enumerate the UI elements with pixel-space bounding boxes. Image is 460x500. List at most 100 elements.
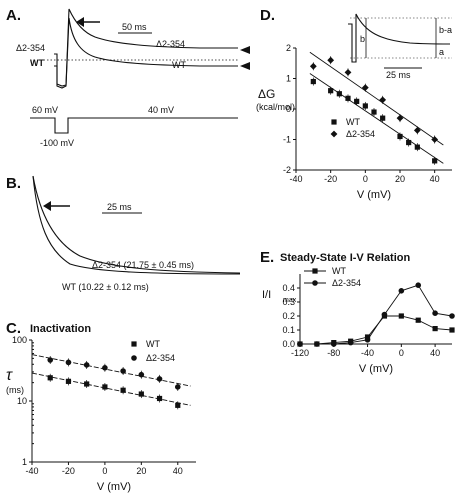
panel-d-xtick-label: -20 <box>324 174 337 184</box>
panel-c-xlabel: V (mV) <box>97 481 131 493</box>
panel-e-legend-label: Δ2-354 <box>332 278 361 288</box>
panel-d-point <box>327 56 335 64</box>
panel-b-scale-bar-label: 25 ms <box>107 202 132 212</box>
panel-e-ytick-label: 0.1 <box>282 325 295 335</box>
panel-e-point <box>314 341 320 347</box>
panel-c-title: Inactivation <box>30 323 91 335</box>
panel-d-xtick-label: 0 <box>363 174 368 184</box>
panel-c-xtick-label: -40 <box>25 466 38 476</box>
panel-e-point <box>297 341 303 347</box>
panel-d-legend-marker <box>331 119 337 125</box>
panel-d-ytick-label: -2 <box>283 165 291 175</box>
panel-d-point <box>371 109 377 115</box>
panel-d-legend-marker <box>330 130 338 138</box>
panel-e-point <box>432 310 438 317</box>
panel-c-legend-label: Δ2-354 <box>146 353 175 363</box>
panel-b-trace-wt <box>32 175 241 275</box>
panel-c-legend-marker <box>131 341 137 347</box>
panel-a-label-mut-right: Δ2-354 <box>156 39 185 49</box>
panel-d-fit-line <box>309 73 444 164</box>
panel-e-point <box>449 313 455 319</box>
panel-e-series-line <box>300 284 453 345</box>
panel-e-point <box>381 311 388 318</box>
panel-d-point <box>345 95 351 101</box>
panel-e-ylabel-sub: max <box>283 297 297 304</box>
panel-b-wt-label: WT (10.22 ± 0.12 ms) <box>62 282 149 292</box>
panel-d-xtick-label: 40 <box>430 174 440 184</box>
panel-d-ytick-label: 0 <box>286 104 291 114</box>
panel-d-legend-label: WT <box>346 117 360 127</box>
panel-e-xtick-label: -120 <box>291 348 309 358</box>
panel-d-xlabel: V (mV) <box>357 189 391 201</box>
panel-a-label-mut-left: Δ2-354 <box>16 43 45 53</box>
panel-d-ytick-label: 1 <box>286 74 291 84</box>
panel-a-protocol-holding: 60 mV <box>32 105 58 115</box>
panel-d-fit-line <box>309 51 444 146</box>
panel-a-protocol-pre: -100 mV <box>40 138 74 148</box>
panel-d-point <box>380 115 386 121</box>
panel-c-point <box>156 376 163 382</box>
panel-e-xtick-label: 0 <box>399 348 404 358</box>
panel-c-point <box>47 357 54 363</box>
panel-d-point <box>344 69 352 76</box>
panel-c-fit-line <box>31 372 191 406</box>
panel-c-ylabel-unit: (ms) <box>6 385 24 395</box>
panel-c-point <box>65 359 72 366</box>
panel-d-point <box>361 84 369 92</box>
panel-d-point <box>328 88 334 94</box>
panel-d-point <box>406 139 412 146</box>
panel-d-point <box>432 158 438 164</box>
panel-e-legend-marker <box>312 280 318 286</box>
panel-d-point <box>396 114 404 122</box>
panel-d-inset: b a b-a 25 ms <box>348 13 452 80</box>
panel-e-legend-marker <box>312 268 318 274</box>
panel-e-xtick-label: -40 <box>361 348 374 358</box>
panel-b-label: B. <box>6 175 21 192</box>
panel-d-point <box>397 133 403 140</box>
panel-d-ytick-label: 2 <box>286 43 291 53</box>
panel-e-xtick-label: 40 <box>430 348 440 358</box>
panel-e-ytick-label: 0.0 <box>282 339 295 349</box>
panel-b: B. 25 ms Δ2-354 (21.75 ± 0.45 ms) WT (10… <box>6 175 241 292</box>
panel-d-point <box>414 144 420 150</box>
panel-c-ytick-label: 1 <box>22 457 27 467</box>
panel-c-xtick-label: 20 <box>136 466 146 476</box>
panel-d-point <box>309 62 317 70</box>
panel-d-inset-b: b <box>360 34 365 44</box>
panel-a-trace-wt <box>54 17 238 89</box>
panel-c-ylabel-symbol: τ <box>6 367 13 384</box>
panel-a-wt-arrowhead <box>240 62 250 70</box>
panel-c-point <box>84 381 90 387</box>
panel-e-point <box>398 313 404 319</box>
panel-d-scale-bar-label: 25 ms <box>386 70 411 80</box>
panel-e-axes <box>299 274 452 345</box>
panel-d-xtick-label: -40 <box>289 174 302 184</box>
panel-a-peak-arrow <box>76 17 100 27</box>
panel-e-point <box>364 334 371 340</box>
panel-c-xtick-label: 0 <box>102 466 107 476</box>
panel-c-point <box>156 395 163 402</box>
panel-a-protocol-step: 40 mV <box>148 105 174 115</box>
panel-e-point <box>432 326 438 332</box>
panel-b-trace-mut <box>32 175 241 274</box>
panel-c-point <box>102 365 108 371</box>
panel-d-point <box>431 136 439 143</box>
panel-c-point <box>174 384 181 390</box>
panel-e-point <box>330 341 337 347</box>
panel-d-point <box>379 96 387 104</box>
panel-c-xtick-label: -20 <box>62 466 75 476</box>
panel-e-point <box>449 327 455 333</box>
panel-d-legend-label: Δ2-354 <box>346 129 375 139</box>
panel-a: A. 50 ms Δ2-354 WT Δ2-354 WT 60 mV 40 mV… <box>6 7 250 148</box>
panel-c-point <box>138 391 144 397</box>
panel-e-title: Steady-State I-V Relation <box>280 252 410 264</box>
panel-c-legend-marker <box>131 355 137 361</box>
panel-e-label: E. <box>260 249 274 266</box>
panel-a-label-wt-right: WT <box>172 60 186 70</box>
panel-e-ytick-label: 0.2 <box>282 311 295 321</box>
panel-c-ytick-label: 10 <box>17 396 27 406</box>
panel-a-scale-bar-label: 50 ms <box>122 22 147 32</box>
panel-d-ylabel-unit: (kcal/mol) <box>256 102 295 112</box>
panel-c-point <box>138 371 145 378</box>
panel-c-point <box>65 378 72 384</box>
